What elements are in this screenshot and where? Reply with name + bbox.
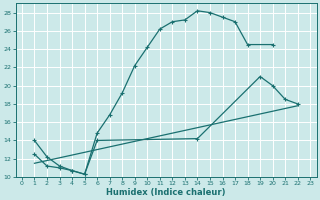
- X-axis label: Humidex (Indice chaleur): Humidex (Indice chaleur): [106, 188, 226, 197]
